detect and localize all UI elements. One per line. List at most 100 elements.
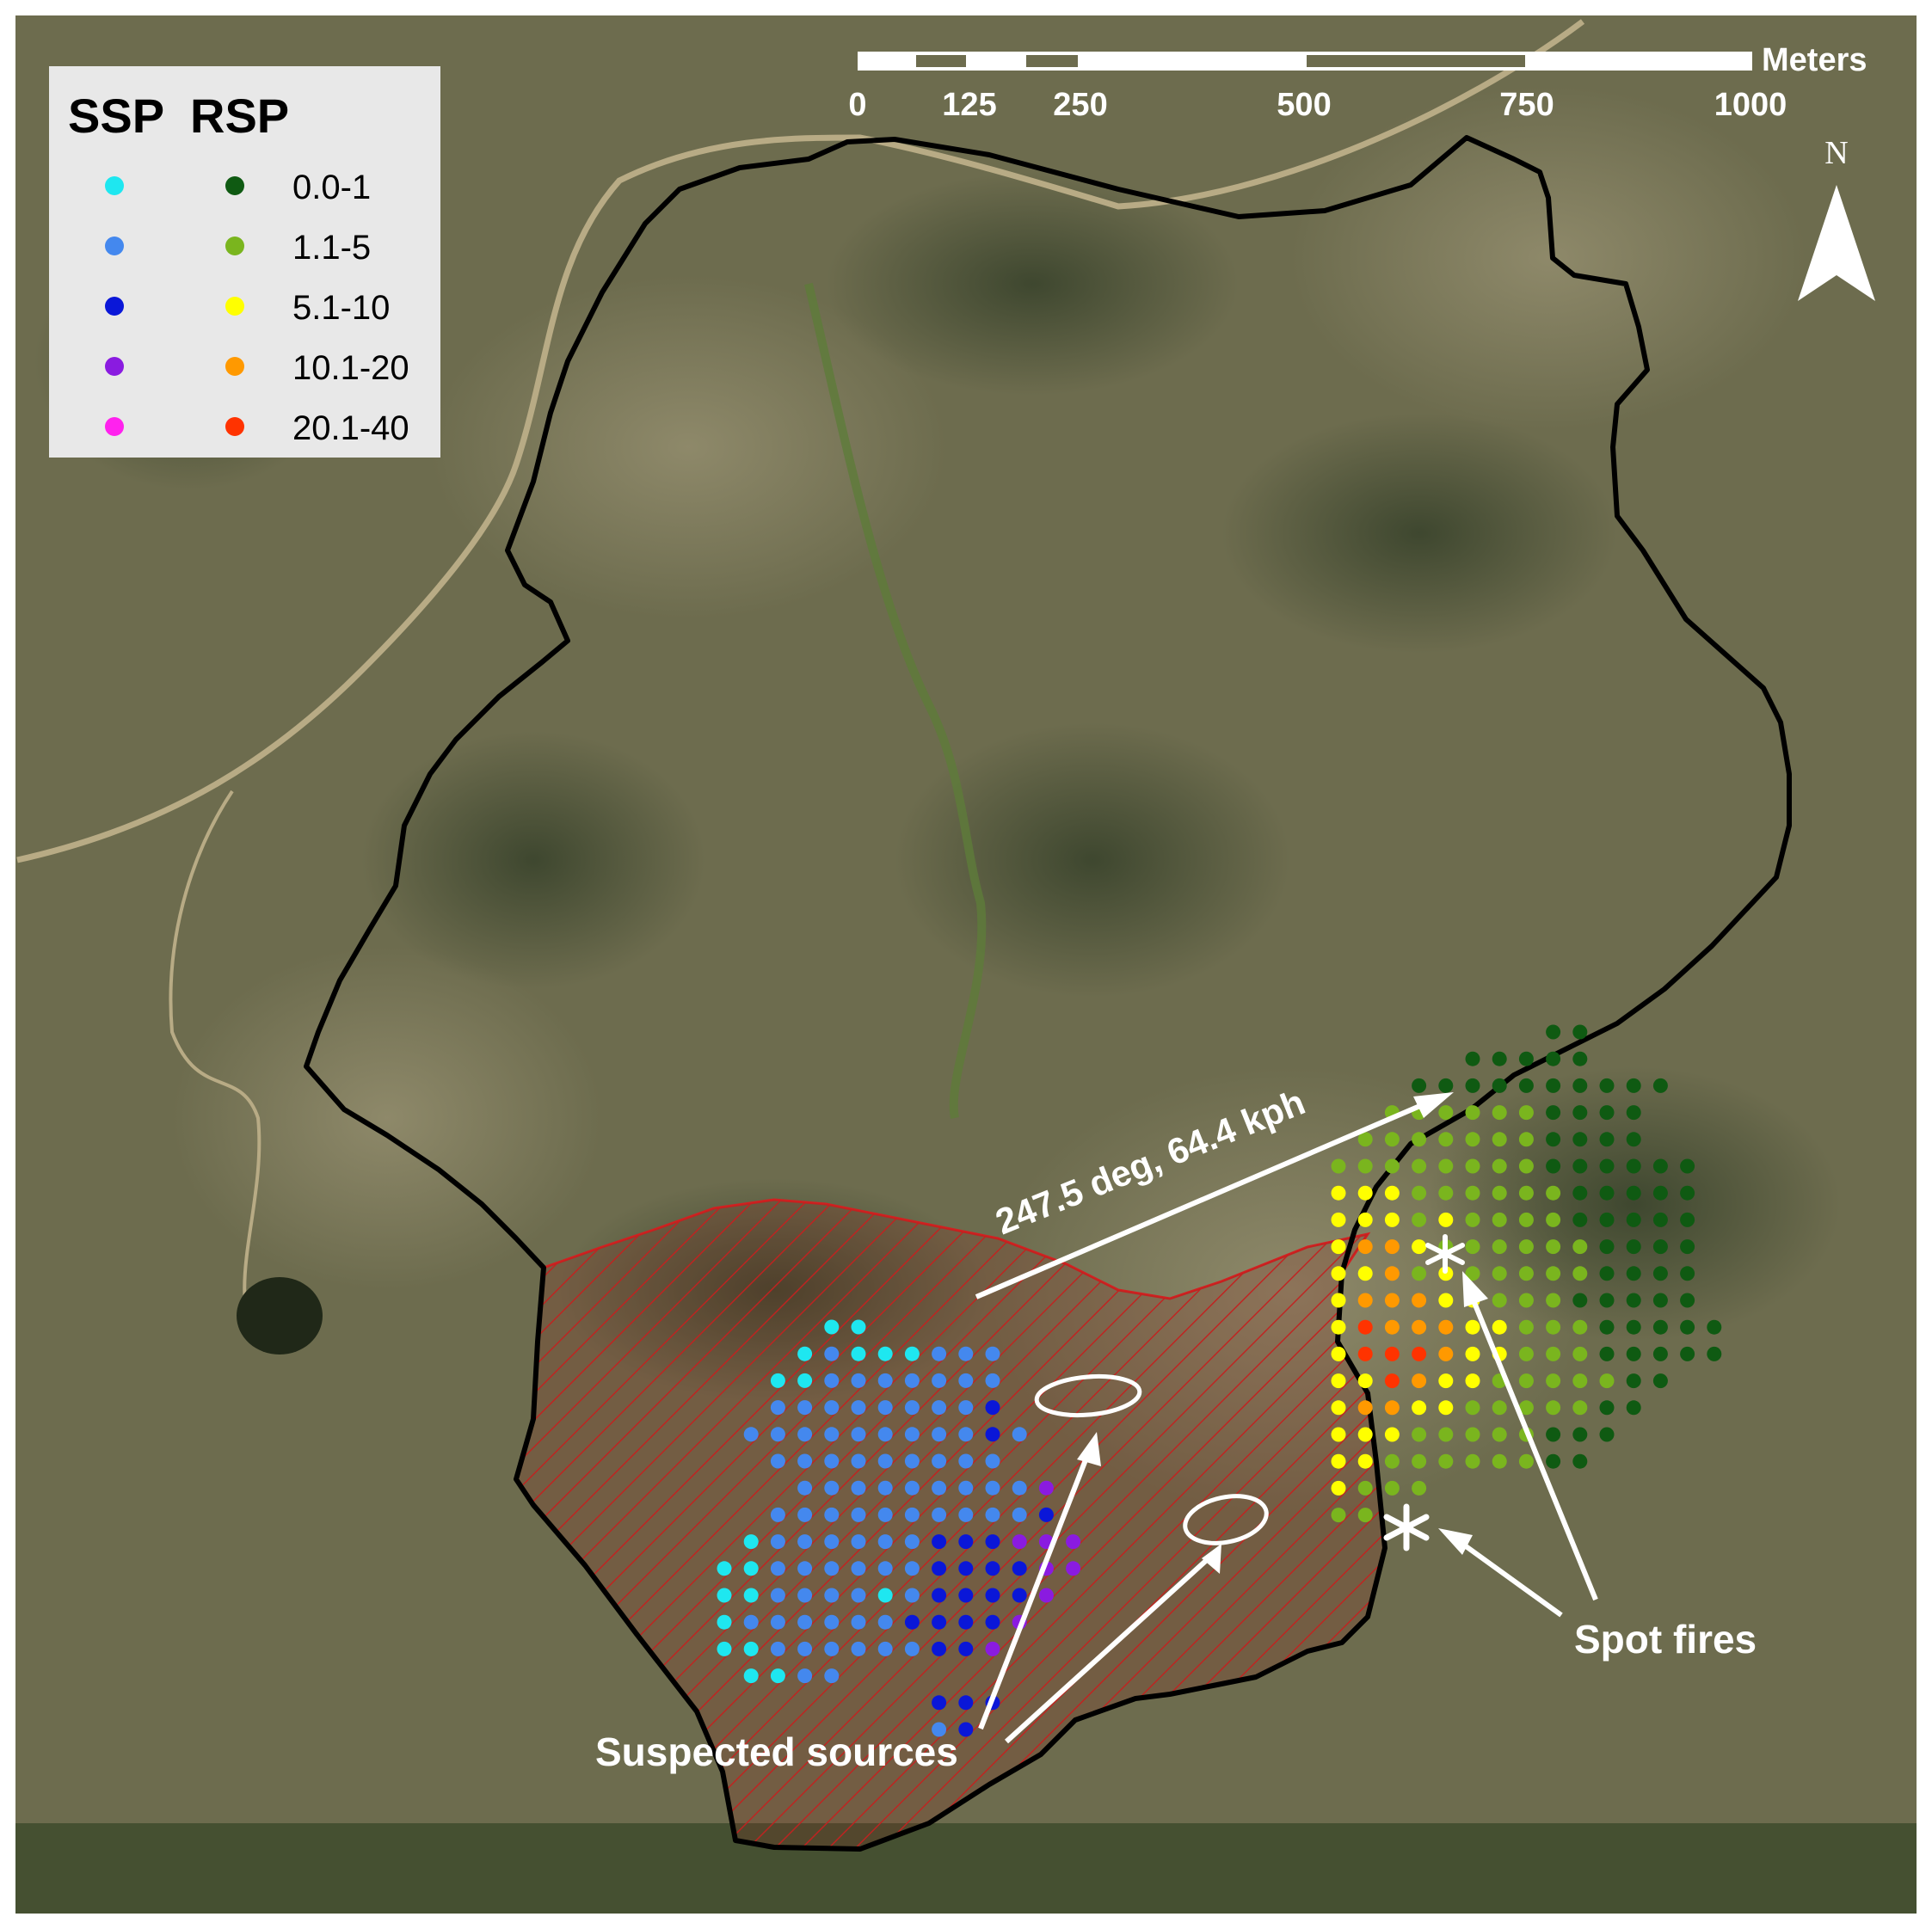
probability-point bbox=[958, 1614, 974, 1630]
probability-point bbox=[1492, 1078, 1507, 1093]
probability-point bbox=[851, 1614, 866, 1630]
probability-point bbox=[1038, 1507, 1054, 1522]
probability-point bbox=[1492, 1051, 1507, 1066]
probability-point bbox=[797, 1346, 813, 1361]
probability-point bbox=[1518, 1346, 1534, 1361]
probability-point bbox=[851, 1346, 866, 1361]
probability-point bbox=[797, 1373, 813, 1388]
probability-point bbox=[932, 1614, 947, 1630]
probability-point bbox=[932, 1507, 947, 1522]
probability-point bbox=[824, 1534, 840, 1550]
probability-point bbox=[1465, 1453, 1480, 1469]
probability-point bbox=[1066, 1534, 1081, 1550]
probability-point bbox=[1572, 1453, 1588, 1469]
probability-point bbox=[1412, 1132, 1427, 1147]
probability-point bbox=[743, 1534, 759, 1550]
north-arrow-icon: N bbox=[1798, 135, 1875, 301]
probability-point bbox=[1492, 1453, 1507, 1469]
probability-point bbox=[851, 1480, 866, 1496]
probability-point bbox=[1546, 1453, 1561, 1469]
probability-point bbox=[1599, 1212, 1615, 1227]
probability-point bbox=[1599, 1373, 1615, 1389]
probability-point bbox=[1626, 1293, 1641, 1308]
probability-point bbox=[877, 1641, 893, 1656]
probability-point bbox=[824, 1507, 840, 1522]
probability-point bbox=[1331, 1293, 1346, 1308]
spot-fire-arrow bbox=[1461, 1541, 1563, 1618]
probability-point bbox=[1546, 1400, 1561, 1416]
probability-point bbox=[1599, 1346, 1615, 1361]
probability-point bbox=[1412, 1212, 1427, 1227]
probability-point bbox=[904, 1507, 920, 1522]
probability-point bbox=[1599, 1158, 1615, 1174]
probability-point bbox=[1518, 1105, 1534, 1121]
probability-point bbox=[1438, 1319, 1454, 1335]
probability-point bbox=[770, 1507, 785, 1522]
probability-point bbox=[958, 1400, 974, 1416]
suspected-sources-label: Suspected sources bbox=[595, 1729, 958, 1774]
probability-point bbox=[743, 1641, 759, 1656]
probability-point bbox=[797, 1588, 813, 1603]
probability-point bbox=[797, 1400, 813, 1416]
probability-point bbox=[1652, 1158, 1668, 1174]
probability-point bbox=[1465, 1212, 1480, 1227]
probability-point bbox=[1384, 1185, 1400, 1201]
probability-point bbox=[797, 1427, 813, 1442]
probability-point bbox=[770, 1427, 785, 1442]
probability-point bbox=[797, 1480, 813, 1496]
probability-point bbox=[1626, 1373, 1641, 1389]
probability-point bbox=[932, 1641, 947, 1656]
probability-point bbox=[1518, 1293, 1534, 1308]
probability-point bbox=[958, 1346, 974, 1361]
probability-point bbox=[1626, 1239, 1641, 1255]
probability-point bbox=[904, 1373, 920, 1388]
legend-ssp-swatch bbox=[105, 417, 124, 436]
probability-point bbox=[1652, 1212, 1668, 1227]
probability-point bbox=[1012, 1561, 1027, 1576]
probability-point bbox=[1680, 1293, 1695, 1308]
probability-point bbox=[877, 1507, 893, 1522]
probability-point bbox=[1438, 1400, 1454, 1416]
probability-points bbox=[717, 1024, 1722, 1737]
probability-point bbox=[1572, 1266, 1588, 1281]
probability-point bbox=[1572, 1132, 1588, 1147]
probability-point bbox=[770, 1561, 785, 1576]
probability-point bbox=[1465, 1105, 1480, 1121]
imagery-basemap bbox=[15, 15, 1917, 1914]
probability-point bbox=[1438, 1346, 1454, 1361]
probability-point bbox=[1412, 1480, 1427, 1496]
probability-point bbox=[1357, 1132, 1373, 1147]
probability-point bbox=[985, 1427, 1000, 1442]
spot-fire-arrow bbox=[1468, 1293, 1598, 1601]
probability-point bbox=[1412, 1346, 1427, 1361]
probability-point bbox=[1572, 1185, 1588, 1201]
probability-point bbox=[1572, 1400, 1588, 1416]
probability-point bbox=[958, 1695, 974, 1711]
probability-point bbox=[1546, 1185, 1561, 1201]
probability-point bbox=[1626, 1158, 1641, 1174]
probability-point bbox=[1680, 1212, 1695, 1227]
probability-point bbox=[824, 1561, 840, 1576]
probability-point bbox=[1518, 1400, 1534, 1416]
probability-point bbox=[743, 1561, 759, 1576]
probability-point bbox=[958, 1534, 974, 1550]
probability-point bbox=[1465, 1346, 1480, 1361]
probability-point bbox=[1357, 1453, 1373, 1469]
probability-point bbox=[1599, 1105, 1615, 1121]
probability-point bbox=[851, 1427, 866, 1442]
probability-point bbox=[1038, 1480, 1054, 1496]
probability-point bbox=[958, 1561, 974, 1576]
probability-point bbox=[1331, 1158, 1346, 1174]
probability-point bbox=[904, 1400, 920, 1416]
probability-point bbox=[904, 1588, 920, 1603]
probability-point bbox=[1492, 1105, 1507, 1121]
probability-point bbox=[1599, 1400, 1615, 1416]
probability-point bbox=[1384, 1480, 1400, 1496]
probability-point bbox=[985, 1561, 1000, 1576]
probability-point bbox=[851, 1534, 866, 1550]
probability-point bbox=[1357, 1480, 1373, 1496]
probability-point bbox=[1707, 1346, 1722, 1361]
probability-point bbox=[1652, 1293, 1668, 1308]
probability-point bbox=[1465, 1373, 1480, 1389]
probability-point bbox=[1412, 1453, 1427, 1469]
